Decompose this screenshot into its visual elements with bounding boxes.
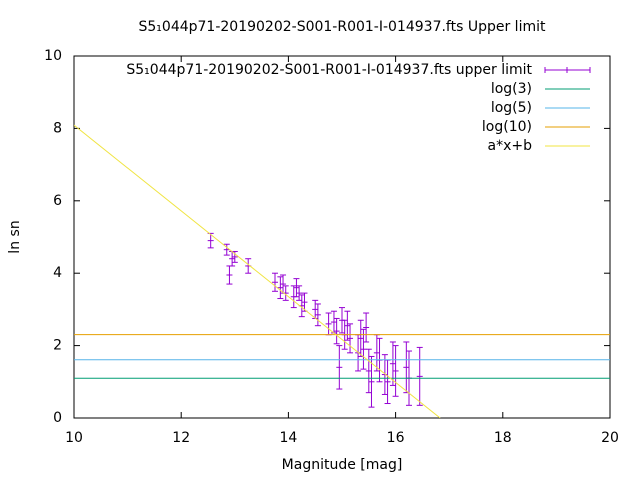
error-point xyxy=(357,319,364,357)
error-point xyxy=(344,310,351,341)
error-point xyxy=(298,294,305,318)
error-point xyxy=(330,310,337,334)
error-point xyxy=(403,341,410,394)
error-point xyxy=(347,323,354,354)
error-point xyxy=(296,285,303,301)
legend-label: S5₁044p71-20190202-S001-R001-I-014937.ft… xyxy=(126,62,532,78)
error-point xyxy=(365,348,372,394)
legend-label: a*x+b xyxy=(488,138,533,154)
error-point xyxy=(325,312,332,336)
error-point xyxy=(333,317,340,345)
y-tick-label: 6 xyxy=(53,193,62,209)
error-point xyxy=(384,359,391,405)
y-axis-label: ln sn xyxy=(7,220,23,253)
error-point xyxy=(223,243,230,256)
error-point xyxy=(360,328,367,370)
error-point xyxy=(363,312,370,343)
error-point xyxy=(226,265,233,285)
error-point xyxy=(231,250,238,263)
error-point xyxy=(368,355,375,408)
error-point xyxy=(314,303,321,327)
x-tick-label: 16 xyxy=(387,430,405,446)
y-tick-label: 10 xyxy=(44,48,62,64)
x-tick-label: 12 xyxy=(172,430,190,446)
function-line xyxy=(74,124,441,418)
plot-border xyxy=(73,55,611,419)
y-tick-label: 8 xyxy=(53,120,62,136)
error-point xyxy=(293,278,300,298)
error-point xyxy=(392,345,399,397)
y-tick-label: 4 xyxy=(53,265,62,281)
legend-label: log(3) xyxy=(491,81,532,97)
error-point xyxy=(336,345,343,390)
error-point xyxy=(381,354,388,395)
error-point xyxy=(416,346,423,406)
error-point xyxy=(272,272,278,292)
chart-title: S5₁044p71-20190202-S001-R001-I-014937.ft… xyxy=(139,19,546,35)
legend-label: log(5) xyxy=(491,100,532,116)
plot-area xyxy=(74,124,610,418)
error-point xyxy=(301,292,308,312)
x-tick-label: 18 xyxy=(494,430,512,446)
y-tick-label: 2 xyxy=(53,338,62,354)
x-axis-label: Magnitude [mag] xyxy=(282,457,403,473)
y-tick-label: 0 xyxy=(53,410,62,426)
error-point xyxy=(277,276,284,300)
legend-label: log(10) xyxy=(482,119,532,135)
x-tick-label: 14 xyxy=(279,430,297,446)
x-tick-label: 20 xyxy=(601,430,619,446)
x-tick-label: 10 xyxy=(65,430,83,446)
error-point xyxy=(312,299,319,319)
